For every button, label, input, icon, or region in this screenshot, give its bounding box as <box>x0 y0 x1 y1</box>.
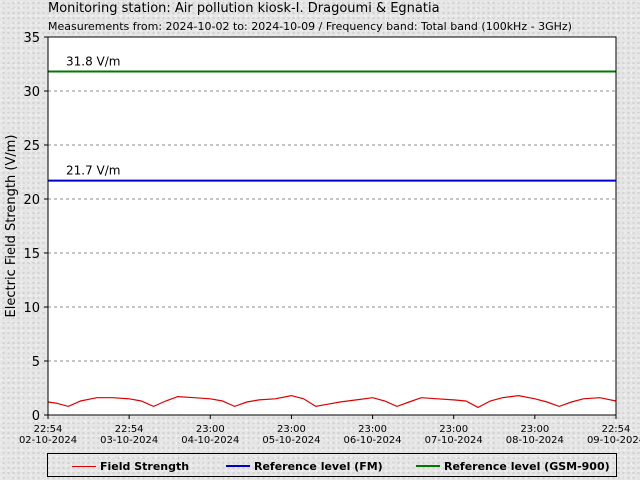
x-tick-date: 07-10-2024 <box>425 435 483 446</box>
series-line-field-strength <box>47 394 617 409</box>
x-tick-time: 22:54 <box>602 424 631 435</box>
legend-item-reference-gsm: Reference level (GSM-900) <box>416 459 610 473</box>
y-tick-label: 15 <box>23 247 40 262</box>
legend: Field Strength Reference level (FM) Refe… <box>47 453 617 477</box>
reference-label-gsm: 31.8 V/m <box>66 55 120 69</box>
plot-background <box>48 37 616 415</box>
chart-title: Monitoring station: Air pollution kiosk-… <box>48 1 440 16</box>
y-tick-label: 25 <box>23 139 40 154</box>
legend-item-reference-fm: Reference level (FM) <box>226 459 383 473</box>
legend-label-reference-fm: Reference level (FM) <box>254 459 383 473</box>
plot-border <box>47 36 617 416</box>
x-tick-date: 02-10-2024 <box>19 435 77 446</box>
x-tick-date: 03-10-2024 <box>100 435 158 446</box>
x-tick-date: 09-10-2024 <box>587 435 640 446</box>
y-axis-label: Electric Field Strength (V/m) <box>4 135 19 318</box>
x-tick-time: 23:00 <box>277 424 306 435</box>
x-tick-date: 06-10-2024 <box>344 435 402 446</box>
x-tick-time: 23:00 <box>358 424 387 435</box>
x-tick-time: 23:00 <box>520 424 549 435</box>
x-tick-date: 08-10-2024 <box>506 435 564 446</box>
x-tick-date: 05-10-2024 <box>262 435 320 446</box>
legend-swatch-reference-gsm <box>416 465 440 467</box>
legend-swatch-reference-fm <box>226 465 250 467</box>
legend-label-field-strength: Field Strength <box>100 459 190 473</box>
y-tick-label: 5 <box>32 355 40 370</box>
legend-label-reference-gsm: Reference level (GSM-900) <box>444 459 610 473</box>
x-tick-time: 22:54 <box>115 424 144 435</box>
y-tick-label: 20 <box>23 193 40 208</box>
legend-swatch-field-strength <box>72 465 96 467</box>
x-tick-time: 23:00 <box>196 424 225 435</box>
y-tick-label: 10 <box>23 301 40 316</box>
y-tick-label: 0 <box>32 409 40 424</box>
y-tick-label: 30 <box>23 85 40 100</box>
y-tick-label: 35 <box>23 31 40 46</box>
x-tick-time: 23:00 <box>439 424 468 435</box>
x-tick-time: 22:54 <box>34 424 63 435</box>
chart-subtitle: Measurements from: 2024-10-02 to: 2024-1… <box>48 20 572 33</box>
reference-label-fm: 21.7 V/m <box>66 164 120 178</box>
x-tick-date: 04-10-2024 <box>181 435 239 446</box>
legend-item-field-strength: Field Strength <box>72 459 189 473</box>
